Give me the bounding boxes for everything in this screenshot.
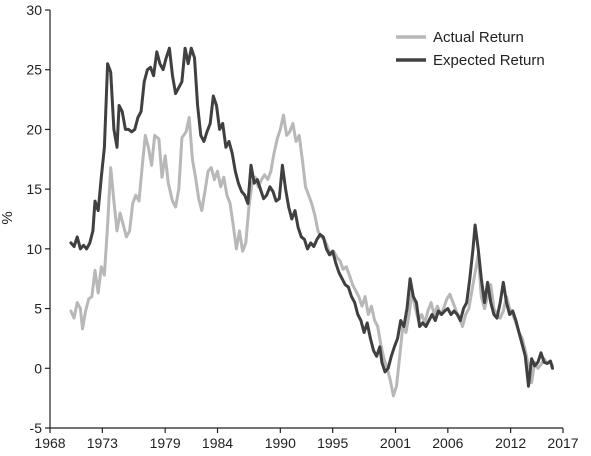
x-tick-label: 2017: [547, 435, 578, 451]
y-axis-ticks: -5 0 5 10 15 20 25 30: [26, 2, 50, 436]
series-layer: [69, 46, 554, 398]
legend-expected-return-label: Expected Return: [433, 52, 545, 69]
y-tick-label: 0: [34, 360, 42, 376]
y-tick-label: 5: [34, 301, 42, 317]
legend: Actual Return Expected Return: [396, 29, 545, 69]
x-tick-label: 2012: [495, 435, 526, 451]
x-tick-label: 2006: [432, 435, 463, 451]
y-axis-title: %: [0, 211, 16, 224]
y-tick-label: 20: [26, 121, 42, 137]
y-tick-label: 15: [26, 181, 42, 197]
x-tick-label: 1990: [265, 435, 296, 451]
legend-actual-return-label: Actual Return: [433, 29, 524, 46]
x-tick-label: 2001: [380, 435, 411, 451]
x-tick-label: 1979: [150, 435, 181, 451]
x-tick-label: 1995: [317, 435, 348, 451]
x-tick-label: 1968: [34, 435, 65, 451]
x-tick-label: 1984: [202, 435, 233, 451]
x-axis-ticks: 1968 1973 1979 1984 1990 1995 2001 2006 2012 2017: [34, 428, 579, 451]
expected-return-line: [69, 46, 554, 388]
y-tick-label: 25: [26, 62, 42, 78]
y-tick-label: 10: [26, 241, 42, 257]
y-tick-label: -5: [30, 420, 43, 436]
axes: [49, 10, 563, 429]
actual-return-line: [69, 113, 554, 398]
x-tick-label: 1973: [87, 435, 118, 451]
y-tick-label: 30: [26, 2, 42, 18]
